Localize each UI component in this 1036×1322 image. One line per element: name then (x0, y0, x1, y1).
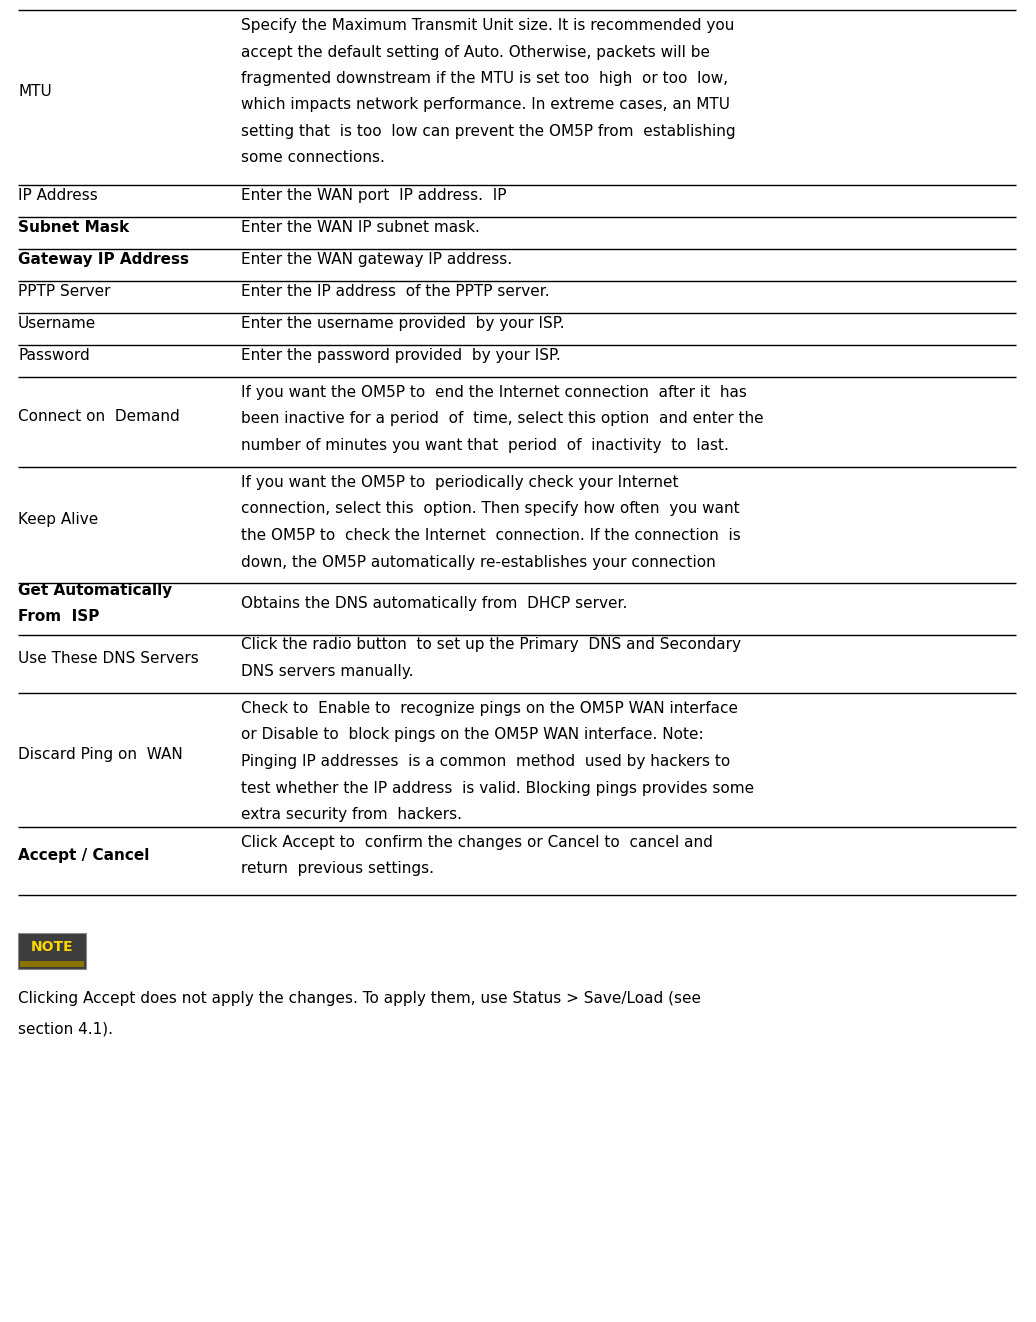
Text: Enter the WAN IP subnet mask.: Enter the WAN IP subnet mask. (241, 219, 480, 235)
Text: down, the OM5P automatically re-establishes your connection: down, the OM5P automatically re-establis… (241, 554, 716, 570)
Text: extra security from  hackers.: extra security from hackers. (241, 806, 462, 822)
Text: Use These DNS Servers: Use These DNS Servers (18, 650, 199, 666)
Text: Connect on  Demand: Connect on Demand (18, 408, 180, 424)
Text: Pinging IP addresses  is a common  method  used by hackers to: Pinging IP addresses is a common method … (241, 754, 730, 769)
Text: Clicking Accept does not apply the changes. To apply them, use Status > Save/Loa: Clicking Accept does not apply the chang… (18, 992, 701, 1006)
Text: Subnet Mask: Subnet Mask (18, 219, 130, 235)
Text: number of minutes you want that  period  of  inactivity  to  last.: number of minutes you want that period o… (241, 438, 729, 453)
Text: the OM5P to  check the Internet  connection. If the connection  is: the OM5P to check the Internet connectio… (241, 527, 741, 543)
Text: return  previous settings.: return previous settings. (241, 861, 434, 876)
Text: Enter the username provided  by your ISP.: Enter the username provided by your ISP. (241, 316, 565, 330)
Text: accept the default setting of Auto. Otherwise, packets will be: accept the default setting of Auto. Othe… (241, 45, 710, 59)
Text: Gateway IP Address: Gateway IP Address (18, 251, 189, 267)
Text: connection, select this  option. Then specify how often  you want: connection, select this option. Then spe… (241, 501, 740, 517)
Text: Click Accept to  confirm the changes or Cancel to  cancel and: Click Accept to confirm the changes or C… (241, 834, 713, 850)
Bar (18, 933, 86, 969)
Text: Discard Ping on  WAN: Discard Ping on WAN (18, 747, 182, 761)
Text: fragmented downstream if the MTU is set too  high  or too  low,: fragmented downstream if the MTU is set … (241, 71, 728, 86)
Text: or Disable to  block pings on the OM5P WAN interface. Note:: or Disable to block pings on the OM5P WA… (241, 727, 703, 743)
Text: Check to  Enable to  recognize pings on the OM5P WAN interface: Check to Enable to recognize pings on th… (241, 701, 738, 717)
Text: If you want the OM5P to  end the Internet connection  after it  has: If you want the OM5P to end the Internet… (241, 385, 747, 401)
Text: some connections.: some connections. (241, 151, 385, 165)
Text: Enter the password provided  by your ISP.: Enter the password provided by your ISP. (241, 348, 560, 362)
Text: DNS servers manually.: DNS servers manually. (241, 664, 413, 680)
Text: Accept / Cancel: Accept / Cancel (18, 847, 149, 863)
Text: Enter the WAN gateway IP address.: Enter the WAN gateway IP address. (241, 251, 512, 267)
Text: section 4.1).: section 4.1). (18, 1021, 113, 1036)
Text: Username: Username (18, 316, 96, 330)
Bar (20, 961, 84, 966)
Text: Click the radio button  to set up the Primary  DNS and Secondary: Click the radio button to set up the Pri… (241, 637, 741, 653)
Text: PPTP Server: PPTP Server (18, 284, 111, 299)
Text: Specify the Maximum Transmit Unit size. It is recommended you: Specify the Maximum Transmit Unit size. … (241, 19, 735, 33)
Text: NOTE: NOTE (31, 940, 74, 954)
Text: been inactive for a period  of  time, select this option  and enter the: been inactive for a period of time, sele… (241, 411, 764, 427)
Text: IP Address: IP Address (18, 188, 97, 202)
Text: Get Automatically: Get Automatically (18, 583, 172, 598)
Text: setting that  is too  low can prevent the OM5P from  establishing: setting that is too low can prevent the … (241, 124, 736, 139)
Text: Obtains the DNS automatically from  DHCP server.: Obtains the DNS automatically from DHCP … (241, 596, 628, 611)
Text: which impacts network performance. In extreme cases, an MTU: which impacts network performance. In ex… (241, 98, 730, 112)
Text: test whether the IP address  is valid. Blocking pings provides some: test whether the IP address is valid. Bl… (241, 780, 754, 796)
Text: Password: Password (18, 348, 90, 362)
Text: Keep Alive: Keep Alive (18, 512, 98, 526)
Text: If you want the OM5P to  periodically check your Internet: If you want the OM5P to periodically che… (241, 475, 679, 490)
Text: Enter the WAN port  IP address.  IP: Enter the WAN port IP address. IP (241, 188, 507, 202)
Text: MTU: MTU (18, 85, 52, 99)
Text: From  ISP: From ISP (18, 609, 99, 624)
Text: Enter the IP address  of the PPTP server.: Enter the IP address of the PPTP server. (241, 284, 550, 299)
